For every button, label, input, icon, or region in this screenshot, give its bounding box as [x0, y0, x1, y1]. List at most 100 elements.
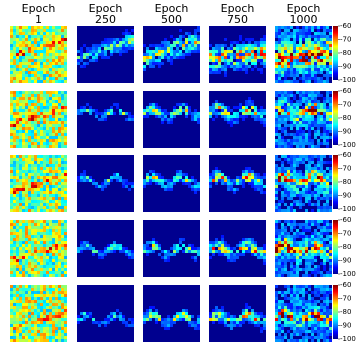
heatmap-cell	[317, 318, 320, 321]
heatmap-cell	[314, 44, 317, 47]
heatmap-cell	[170, 324, 173, 327]
heatmap-cell	[212, 309, 215, 312]
heatmap-cell	[37, 247, 40, 250]
heatmap-cell	[287, 118, 290, 121]
heatmap-cell	[37, 91, 40, 94]
heatmap-cell	[224, 247, 227, 250]
heatmap-cell	[320, 312, 323, 315]
heatmap-cell	[329, 56, 332, 59]
heatmap-cell	[218, 47, 221, 50]
heatmap-cell	[10, 324, 13, 327]
heatmap-cell	[311, 97, 314, 100]
heatmap-cell	[287, 235, 290, 238]
heatmap-cell	[64, 91, 67, 94]
heatmap-cell	[28, 241, 31, 244]
heatmap-cell	[58, 145, 61, 148]
heatmap-cell	[275, 235, 278, 238]
heatmap-cell	[281, 109, 284, 112]
heatmap-cell	[293, 247, 296, 250]
heatmap-cell	[28, 191, 31, 194]
heatmap-cell	[55, 91, 58, 94]
heatmap-cell	[37, 167, 40, 170]
heatmap-cell	[64, 232, 67, 235]
heatmap-cell	[305, 300, 308, 303]
heatmap-cell	[46, 336, 49, 339]
heatmap-cell	[302, 145, 305, 148]
heatmap-cell	[299, 285, 302, 288]
heatmap-cell	[239, 44, 242, 47]
heatmap-cell	[52, 106, 55, 109]
heatmap-cell	[22, 200, 25, 203]
heatmap-cell	[284, 265, 287, 268]
heatmap-cell	[43, 62, 46, 65]
heatmap-cell	[46, 188, 49, 191]
heatmap-cell	[275, 209, 278, 212]
heatmap-cell	[25, 80, 28, 83]
heatmap-cell	[320, 318, 323, 321]
heatmap-cell	[227, 247, 230, 250]
heatmap-cell	[13, 194, 16, 197]
heatmap-cell	[167, 44, 170, 47]
heatmap-cell	[58, 158, 61, 161]
heatmap-cell	[52, 109, 55, 112]
heatmap-cell	[107, 47, 110, 50]
heatmap-cell	[143, 250, 146, 253]
heatmap-cell	[16, 188, 19, 191]
heatmap-cell	[61, 300, 64, 303]
heatmap-cell	[28, 300, 31, 303]
heatmap-cell	[34, 130, 37, 133]
heatmap-cell	[25, 94, 28, 97]
heatmap-cell	[317, 179, 320, 182]
heatmap-cell	[143, 247, 146, 250]
heatmap-cell	[287, 109, 290, 112]
heatmap-cell	[311, 223, 314, 226]
heatmap-cell	[287, 80, 290, 83]
heatmap-cell	[305, 173, 308, 176]
heatmap-cell	[236, 179, 239, 182]
heatmap-cell	[194, 185, 197, 188]
heatmap-cell	[19, 53, 22, 56]
heatmap-cell	[10, 253, 13, 256]
heatmap-cell	[55, 188, 58, 191]
heatmap-cell	[146, 50, 149, 53]
heatmap-cell	[329, 288, 332, 291]
heatmap-cell	[305, 247, 308, 250]
heatmap-cell	[176, 44, 179, 47]
heatmap-cell	[254, 53, 257, 56]
heatmap-cell	[158, 176, 161, 179]
heatmap-cell	[311, 35, 314, 38]
heatmap-cell	[161, 318, 164, 321]
heatmap-cell	[275, 185, 278, 188]
heatmap-cell	[52, 244, 55, 247]
heatmap-cell	[31, 139, 34, 142]
heatmap-cell	[242, 176, 245, 179]
heatmap-cell	[308, 115, 311, 118]
heatmap-cell	[320, 285, 323, 288]
heatmap-cell	[43, 155, 46, 158]
heatmap-cell	[16, 103, 19, 106]
heatmap-cell	[305, 250, 308, 253]
heatmap-cell	[236, 68, 239, 71]
heatmap-cell	[55, 77, 58, 80]
heatmap-cell	[287, 250, 290, 253]
heatmap-cell	[275, 223, 278, 226]
heatmap-cell	[55, 176, 58, 179]
heatmap-cell	[52, 124, 55, 127]
heatmap-cell	[230, 327, 233, 330]
heatmap-cell	[122, 50, 125, 53]
heatmap-cell	[320, 250, 323, 253]
heatmap-cell	[13, 265, 16, 268]
heatmap-cell	[209, 56, 212, 59]
heatmap-cell	[16, 223, 19, 226]
heatmap-cell	[326, 106, 329, 109]
heatmap-cell	[239, 65, 242, 68]
heatmap-cell	[49, 173, 52, 176]
heatmap-cell	[260, 50, 263, 53]
heatmap-cell	[13, 285, 16, 288]
heatmap-cell	[16, 26, 19, 29]
heatmap-cell	[58, 91, 61, 94]
heatmap-cell	[113, 250, 116, 253]
heatmap-cell	[326, 330, 329, 333]
heatmap-cell	[248, 170, 251, 173]
heatmap-cell	[83, 106, 86, 109]
